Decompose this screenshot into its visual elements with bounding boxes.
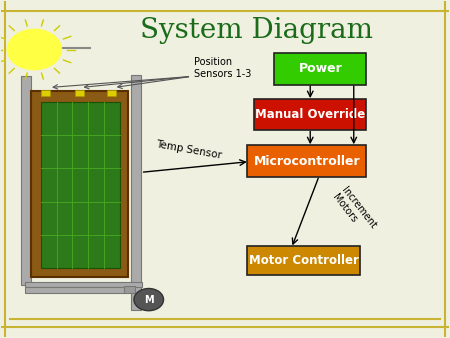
FancyBboxPatch shape — [25, 287, 126, 292]
Text: M: M — [144, 295, 153, 305]
FancyBboxPatch shape — [124, 286, 135, 292]
FancyBboxPatch shape — [25, 282, 142, 288]
FancyBboxPatch shape — [41, 90, 50, 96]
FancyBboxPatch shape — [21, 76, 31, 285]
Text: Manual Override: Manual Override — [255, 108, 365, 121]
FancyBboxPatch shape — [248, 246, 360, 275]
FancyBboxPatch shape — [108, 90, 117, 96]
Text: System Diagram: System Diagram — [140, 18, 373, 45]
Text: Position
Sensors 1-3: Position Sensors 1-3 — [194, 57, 251, 79]
Text: Power: Power — [298, 62, 342, 75]
FancyBboxPatch shape — [248, 145, 366, 177]
FancyBboxPatch shape — [75, 90, 84, 96]
Text: Temp Sensor: Temp Sensor — [155, 139, 223, 161]
FancyBboxPatch shape — [254, 99, 366, 130]
Circle shape — [134, 289, 163, 311]
Circle shape — [7, 29, 62, 70]
Text: Motor Controller: Motor Controller — [248, 254, 359, 267]
FancyBboxPatch shape — [41, 102, 120, 268]
FancyBboxPatch shape — [31, 91, 128, 277]
Text: Microcontroller: Microcontroller — [253, 155, 360, 168]
FancyBboxPatch shape — [274, 53, 366, 85]
Text: Increment
Motors: Increment Motors — [330, 185, 378, 237]
FancyBboxPatch shape — [131, 75, 141, 310]
